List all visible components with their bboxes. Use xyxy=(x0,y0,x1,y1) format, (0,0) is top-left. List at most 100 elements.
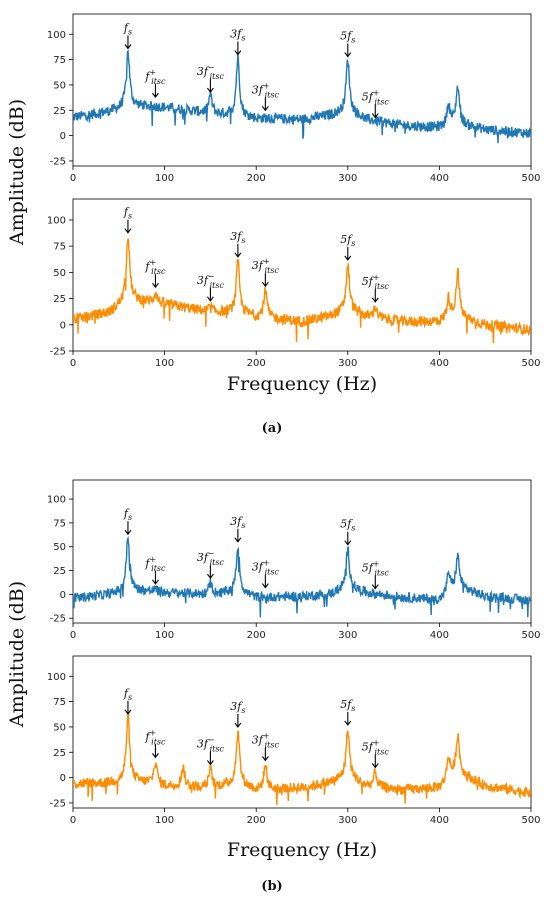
annotation-label-1-3: 3fs xyxy=(230,230,245,245)
y-tick-label: 0 xyxy=(60,131,66,142)
annotation-label-1-6: 5f+ itsc xyxy=(362,273,390,291)
annotation-arrowhead xyxy=(261,756,269,762)
x-tick-label: 200 xyxy=(247,630,266,641)
annotation-arrowhead xyxy=(152,579,159,585)
chart-panel-a-bottom: 0 100 200 300 400 500 -25 0 25 50 75 100 fs f+ itsc 3f−… xyxy=(47,198,541,369)
annotation-label-0-1: f+ itsc xyxy=(144,68,166,86)
annotation-label-0-6: 5f+ itsc xyxy=(362,88,390,106)
annotation-label-2-4: 3f+ itsc xyxy=(252,559,280,577)
annotation-arrowhead xyxy=(124,529,132,536)
annotation-label-2-6: 5f+ itsc xyxy=(362,560,390,578)
y-tick-label: -25 xyxy=(50,347,66,358)
x-tick-label: 200 xyxy=(247,173,266,184)
annotation-arrowhead xyxy=(261,105,269,112)
annotation-arrowhead xyxy=(371,113,379,119)
annotation-label-3-1: f+ itsc xyxy=(144,728,166,746)
annotation-label-3-3: 3fs xyxy=(230,700,245,715)
x-tick-label: 400 xyxy=(430,173,449,184)
chart-panel-b-top: 0 100 200 300 400 500 -25 0 25 50 75 100 fs f+ itsc 3f−… xyxy=(47,479,541,641)
annotation-label-2-0: fs xyxy=(123,507,132,522)
annotation-label-0-3: 3fs xyxy=(230,28,245,43)
series-line-a-bottom xyxy=(73,238,531,344)
annotation-label-2-2: 3f− itsc xyxy=(197,549,225,567)
y-tick-label: -25 xyxy=(50,798,66,809)
plot-frame xyxy=(72,198,532,352)
y-tick-label: 50 xyxy=(53,268,66,279)
y-tick-label: 25 xyxy=(53,294,66,305)
annotation-arrowhead xyxy=(124,709,132,715)
y-tick-label: 100 xyxy=(47,672,66,683)
xlabel-a: Frequency (Hz) xyxy=(227,373,377,395)
annotation-arrowhead xyxy=(234,537,242,543)
x-tick-label: 300 xyxy=(338,815,357,826)
annotation-arrowhead xyxy=(344,52,352,58)
x-tick-label: 0 xyxy=(70,815,76,826)
y-tick-label: 25 xyxy=(53,106,66,117)
y-tick-label: 75 xyxy=(53,242,66,253)
y-tick-label: 25 xyxy=(53,748,66,759)
y-tick-label: -25 xyxy=(50,614,66,625)
y-tick-label: 75 xyxy=(53,55,66,66)
xlabel-b: Frequency (Hz) xyxy=(227,839,377,861)
annotation-label-1-0: fs xyxy=(123,206,132,221)
ylabel-b: Amplitude (dB) xyxy=(6,581,28,728)
annotation-arrowhead xyxy=(152,92,159,99)
y-tick-label: 50 xyxy=(53,80,66,91)
annotation-label-1-2: 3f− itsc xyxy=(197,272,225,290)
annotation-arrowhead xyxy=(344,255,352,261)
annotation-arrowhead xyxy=(234,50,242,56)
annotation-label-2-1: f+ itsc xyxy=(144,555,166,573)
x-tick-label: 500 xyxy=(521,815,540,826)
x-tick-label: 300 xyxy=(338,630,357,641)
annotation-label-2-5: 5fs xyxy=(340,518,355,533)
plot-frame xyxy=(72,13,532,167)
annotation-label-3-0: fs xyxy=(123,687,132,702)
annotation-label-0-5: 5fs xyxy=(340,30,355,45)
y-tick-label: 100 xyxy=(47,495,66,506)
y-tick-label: 75 xyxy=(53,697,66,708)
x-tick-label: 0 xyxy=(70,630,76,641)
y-tick-label: 75 xyxy=(53,518,66,529)
x-tick-label: 500 xyxy=(521,358,540,369)
annotation-arrowhead xyxy=(261,583,269,589)
chart-panel-a-top: 0 100 200 300 400 500 -25 0 25 50 75 100 fs f+ itsc 3f−… xyxy=(47,13,541,184)
annotation-arrowhead xyxy=(206,760,214,766)
annotation-arrowhead xyxy=(152,282,159,289)
annotation-label-0-2: 3f− itsc xyxy=(197,63,225,81)
x-tick-label: 100 xyxy=(155,358,174,369)
annotation-arrowhead xyxy=(206,573,214,579)
y-tick-label: -25 xyxy=(50,156,66,167)
chart-panel-b-bottom: 0 100 200 300 400 500 -25 0 25 50 75 100 fs f+ itsc 3f−… xyxy=(47,655,541,826)
x-tick-label: 100 xyxy=(155,815,174,826)
annotation-label-3-6: 5f+ itsc xyxy=(362,739,390,757)
x-tick-label: 300 xyxy=(338,358,357,369)
annotation-label-0-0: fs xyxy=(123,21,132,36)
series-line-a-top xyxy=(73,49,531,144)
x-tick-label: 500 xyxy=(521,630,540,641)
y-tick-label: 50 xyxy=(53,722,66,733)
x-tick-label: 0 xyxy=(70,358,76,369)
plot-frame xyxy=(72,479,532,624)
y-tick-label: 100 xyxy=(47,30,66,41)
annotation-label-3-2: 3f− itsc xyxy=(197,735,225,753)
ylabel-a: Amplitude (dB) xyxy=(6,99,28,246)
annotation-arrowhead xyxy=(261,281,269,288)
annotation-label-1-5: 5fs xyxy=(340,233,355,248)
caption-a: (a) xyxy=(262,421,283,436)
annotation-label-3-4: 3f+ itsc xyxy=(252,731,280,749)
x-tick-label: 500 xyxy=(521,173,540,184)
annotation-arrowhead xyxy=(371,297,379,303)
series-line-b-top xyxy=(73,535,531,618)
caption-b: (b) xyxy=(261,879,282,894)
annotation-label-3-5: 5fs xyxy=(340,698,355,713)
x-tick-label: 400 xyxy=(430,815,449,826)
x-tick-label: 200 xyxy=(247,358,266,369)
x-tick-label: 300 xyxy=(338,173,357,184)
annotation-label-0-4: 3f+ itsc xyxy=(252,81,280,99)
x-tick-label: 400 xyxy=(430,358,449,369)
plot-frame xyxy=(72,655,532,809)
x-tick-label: 400 xyxy=(430,630,449,641)
annotation-arrowhead xyxy=(124,44,132,50)
annotation-arrowhead xyxy=(234,252,242,258)
